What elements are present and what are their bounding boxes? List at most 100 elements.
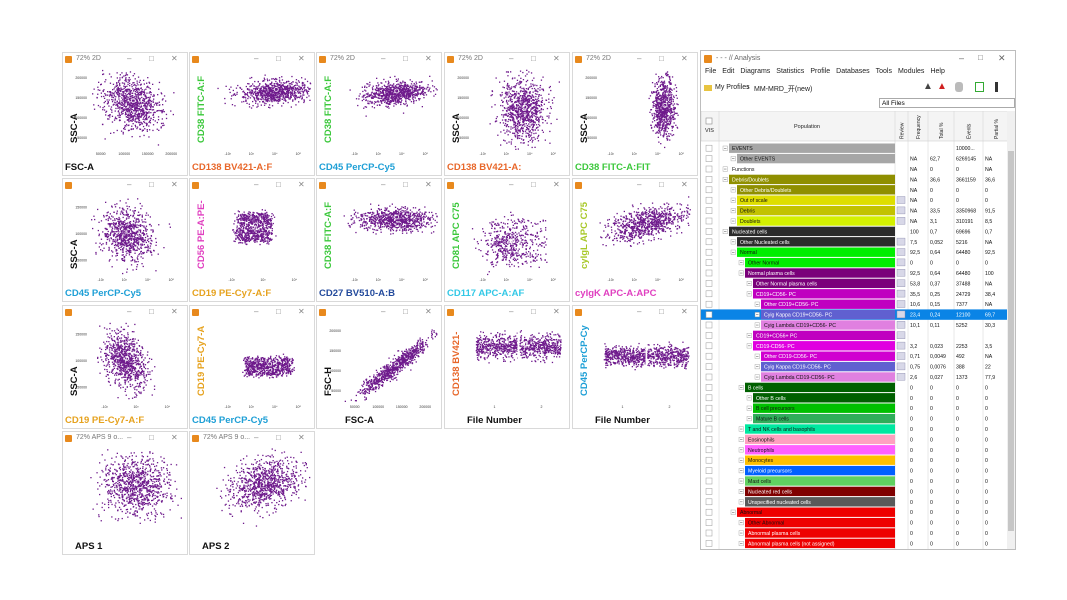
plot-window[interactable]: – □ ✕ -10² 10³ 10⁴ 10⁵ cyIgK APC-A:APC cyIgL APC… xyxy=(572,178,698,302)
gate-marker[interactable] xyxy=(662,103,668,108)
close-button[interactable]: ✕ xyxy=(681,307,688,316)
menu-statistics[interactable]: Statistics xyxy=(776,68,805,75)
visibility-checkbox[interactable] xyxy=(705,436,713,443)
visibility-checkbox[interactable] xyxy=(705,196,713,204)
gate-marker[interactable] xyxy=(394,361,400,367)
y-axis-label[interactable]: CD56 PE-A:PE- xyxy=(196,200,207,269)
population-row[interactable]: CD19+CD56- PC 35,5 0,25 24729 38,4 xyxy=(705,289,995,299)
gate-marker[interactable] xyxy=(394,214,400,220)
export-icon[interactable] xyxy=(975,82,984,92)
review-icon[interactable] xyxy=(896,331,906,339)
plot-window[interactable]: – □ ✕ -10² 10³ 10⁴ 10⁵ CD117 APC-A:AF CD81 APC C… xyxy=(444,178,570,302)
plot-window[interactable]: – □ ✕ -10² 10³ 10⁴ 10⁵ 50000 100000 150000 CD45 Pe… xyxy=(62,178,188,302)
visibility-checkbox[interactable] xyxy=(705,363,713,370)
population-row[interactable]: Normal 92,5 0,64 64480 92,5 xyxy=(705,247,995,257)
maximize-button[interactable]: □ xyxy=(659,180,664,189)
layout-icon[interactable] xyxy=(995,82,1004,92)
population-row[interactable]: Other B cells 0 0 0 0 xyxy=(705,393,988,403)
population-row[interactable]: Mature B cells 0 0 0 0 xyxy=(705,413,988,424)
database-icon[interactable] xyxy=(955,82,963,92)
visibility-checkbox[interactable] xyxy=(705,311,713,318)
menu-file[interactable]: File xyxy=(705,68,717,75)
plot-window[interactable]: 72% 2D – □ ✕ -10² 10³ 10⁴ 10⁵ 50000 100000 150000 2… xyxy=(572,52,698,176)
visibility-checkbox[interactable] xyxy=(705,332,713,339)
y-axis-label[interactable]: SSC-A xyxy=(69,366,80,396)
visibility-checkbox[interactable] xyxy=(705,446,713,454)
close-button[interactable]: ✕ xyxy=(681,180,688,189)
y-axis-label[interactable]: CD45 PerCP-Cy xyxy=(579,325,590,396)
visibility-checkbox[interactable] xyxy=(705,342,713,350)
visibility-checkbox[interactable] xyxy=(705,508,713,516)
breadcrumb-root[interactable]: My Profiles xyxy=(715,84,750,91)
minimize-button[interactable]: – xyxy=(637,307,642,316)
population-row[interactable]: Cyig Kappa CD19-CD56- PC 0,75 0,0076 388 22 xyxy=(705,361,991,372)
close-button[interactable]: ✕ xyxy=(171,54,178,63)
close-button[interactable]: ✕ xyxy=(681,54,688,63)
population-row[interactable]: Cyig Lambda CD19+CD56- PC 10,1 0,11 5252 30,… xyxy=(705,320,995,330)
minimize-button[interactable]: – xyxy=(127,307,132,316)
visibility-checkbox[interactable] xyxy=(705,186,713,194)
population-row[interactable]: Nucleated cells 100 0,7 69696 0,7 xyxy=(705,226,992,237)
visibility-checkbox[interactable] xyxy=(705,144,713,152)
scatter-plot[interactable]: -10² 10³ 10⁴ CD19 PE-Cy7-A:F CD56 PE-A:PE- xyxy=(190,179,315,302)
close-button[interactable]: ✕ xyxy=(998,53,1006,63)
plot-window[interactable]: 72% 2D – □ ✕ -10³ 10³ 10⁴ 10⁵ 50000 100000 150000 2… xyxy=(444,52,570,176)
x-axis-label[interactable]: CD19 PE-Cy7-A:F xyxy=(192,288,271,299)
close-button[interactable]: ✕ xyxy=(171,307,178,316)
close-button[interactable]: ✕ xyxy=(298,180,305,189)
population-row[interactable]: Mast cells 0 0 0 0 xyxy=(705,476,988,486)
x-axis-label[interactable]: CD138 BV421-A:F xyxy=(192,162,272,173)
scatter-plot[interactable]: -10³ 10³ 10⁴ 10⁵ CD45 PerCP-Cy5 CD19 PE-Cy7-A xyxy=(190,306,315,429)
menu-tools[interactable]: Tools xyxy=(875,68,892,75)
review-icon[interactable] xyxy=(896,279,906,287)
population-row[interactable]: Other CD19-CD56- PC 0,71 0,0049 492 NA xyxy=(705,351,993,361)
close-button[interactable]: ✕ xyxy=(425,180,432,189)
gate-marker[interactable] xyxy=(522,104,528,110)
x-axis-label[interactable]: cyIgK APC-A:APC xyxy=(575,288,657,299)
population-row[interactable]: EVENTS 10000... xyxy=(705,143,975,153)
visibility-checkbox[interactable] xyxy=(705,373,713,381)
scatter-plot[interactable]: -10² 10³ 10⁴ 10⁵ 50000 100000 150000 200000 CD38… xyxy=(573,53,698,176)
y-axis-label[interactable]: CD38 FITC-A:F xyxy=(323,76,334,143)
header-frequency[interactable]: Frequency xyxy=(916,115,922,139)
plot-window[interactable]: – □ ✕ -10² 10³ 10⁴ 10⁵ CD27 BV510-A:B CD38 FITC-… xyxy=(316,178,442,302)
gate-marker[interactable] xyxy=(522,341,528,347)
gate-marker[interactable] xyxy=(267,361,273,367)
gate-marker[interactable] xyxy=(394,88,400,94)
visibility-checkbox[interactable] xyxy=(705,394,713,402)
population-row[interactable]: Cyig Kappa CD19+CD56- PC 23,4 0,24 12100 69,… xyxy=(701,309,1016,320)
population-row[interactable]: Eosinophils 0 0 0 0 xyxy=(705,434,988,445)
plot-window[interactable]: – □ ✕ 50000 100000 150000 200000 50000 100000 150… xyxy=(316,305,442,429)
select-all-checkbox[interactable] xyxy=(705,117,713,125)
files-filter-select[interactable]: All Files xyxy=(879,98,1015,108)
minimize-button[interactable]: – xyxy=(509,307,514,316)
header-total-[interactable]: Total % xyxy=(939,122,945,139)
population-row[interactable]: Debris/Doublets NA 36,6 3661159 36,6 xyxy=(705,174,995,185)
header-population[interactable]: Population xyxy=(794,124,820,130)
x-axis-label[interactable]: FSC-A xyxy=(345,415,374,426)
population-row[interactable]: B cell precursors 0 0 0 0 xyxy=(705,403,988,413)
x-axis-label[interactable]: CD38 FITC-A:FIT xyxy=(575,162,651,173)
population-row[interactable]: Other Normal plasma cells 53,8 0,37 37488 NA xyxy=(705,278,993,289)
maximize-button[interactable]: □ xyxy=(531,54,536,63)
warning-icon[interactable]: ▲ xyxy=(923,81,933,92)
population-row[interactable]: Other Normal 0 0 0 0 xyxy=(705,257,988,268)
minimize-button[interactable]: – xyxy=(509,54,514,63)
gate-marker[interactable] xyxy=(262,479,268,485)
population-row[interactable]: Unspecified nucleated cells 0 0 0 0 xyxy=(705,497,988,507)
plot-window[interactable]: 72% APS 9 o... – □ ✕ APS 2 xyxy=(189,431,315,555)
y-axis-label[interactable]: cyIgL APC C75 xyxy=(579,201,590,269)
visibility-checkbox[interactable] xyxy=(705,404,713,412)
minimize-button[interactable]: – xyxy=(254,433,259,442)
maximize-button[interactable]: □ xyxy=(659,307,664,316)
x-axis-label[interactable]: APS 1 xyxy=(75,541,103,552)
maximize-button[interactable]: □ xyxy=(149,54,154,63)
x-axis-label[interactable]: CD138 BV421-A: xyxy=(447,162,521,173)
gate-marker[interactable] xyxy=(126,229,131,234)
y-axis-label[interactable]: SSC-A xyxy=(69,239,80,269)
minimize-button[interactable]: – xyxy=(127,433,132,442)
population-row[interactable]: Functions NA 0 0 NA xyxy=(705,165,993,173)
plot-window[interactable]: 72% APS 9 o... – □ ✕ APS 1 xyxy=(62,431,188,555)
population-row[interactable]: CD19+CD56+ PC xyxy=(705,330,906,341)
scrollbar-thumb[interactable] xyxy=(1008,151,1014,531)
